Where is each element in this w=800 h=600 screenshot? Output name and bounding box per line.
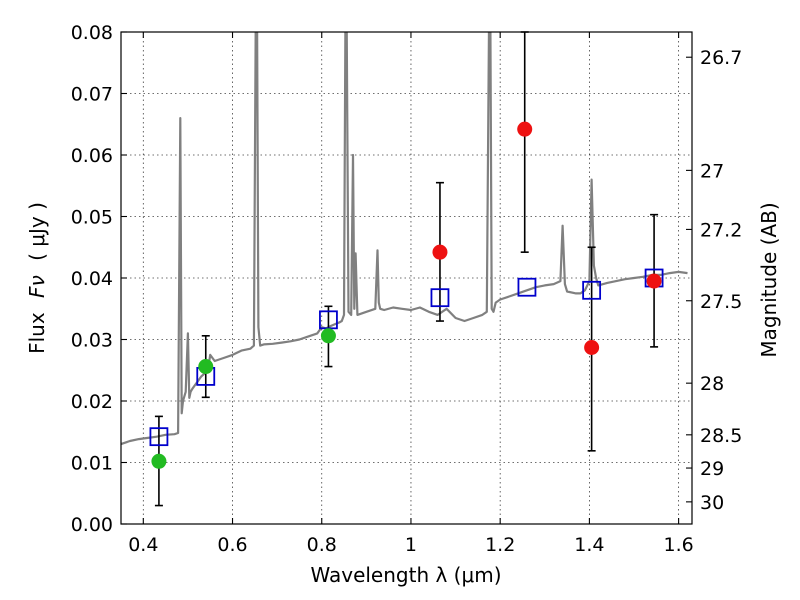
y-tick-label: 0.02: [71, 391, 113, 413]
x-axis-title: Wavelength λ (μm): [310, 563, 501, 587]
y-tick-label: 0.04: [71, 268, 113, 290]
x-tick-label: 0.8: [307, 534, 337, 556]
model-square-marker: [149, 427, 169, 447]
data-point: [320, 328, 336, 344]
model-square-marker: [517, 277, 537, 297]
y-tick-label: 0.03: [71, 330, 113, 352]
x-tick-label: 1.4: [574, 534, 604, 556]
y-tick-label: 0.07: [71, 84, 113, 106]
data-point: [584, 339, 600, 355]
y-tick-label: 0.01: [71, 453, 113, 475]
right-axis-tick-label: 26.7: [700, 47, 742, 69]
right-axis-tick-label: 28: [700, 373, 724, 395]
y-axis-title-units: ( μJy ): [25, 202, 49, 261]
y-tick-label: 0.06: [71, 145, 113, 167]
y-tick-label: 0.08: [71, 22, 113, 44]
data-point: [432, 244, 448, 260]
right-axis-tick-label: 27: [700, 160, 724, 182]
y-axis-title-text: Flux: [25, 312, 49, 354]
error-bars: [154, 31, 659, 507]
right-axis-tick-label: 30: [700, 492, 724, 514]
x-tick-label: 1: [405, 534, 417, 556]
right-axis-title: Magnitude (AB): [757, 202, 781, 357]
y-axis-title: Flux Fν ( μJy ): [25, 202, 49, 354]
y-axis-title-symbol: Fν: [25, 275, 49, 298]
x-tick-label: 0.4: [128, 534, 158, 556]
model-square-marker: [582, 280, 602, 300]
axis-ticks: 0.4 0.6 0.8 1 1.2 1.4 1.6 0.00 0.01 0.02 0.03 0.04 0…: [71, 22, 743, 556]
measured-points: [151, 121, 662, 469]
data-point: [198, 359, 214, 375]
spectrum-line: [121, 32, 688, 446]
y-tick-label: 0.00: [71, 514, 113, 536]
x-tick-label: 1.6: [664, 534, 694, 556]
right-axis-tick-label: 28.5: [700, 425, 742, 447]
data-point: [151, 453, 167, 469]
x-tick-label: 0.6: [217, 534, 247, 556]
grid: [121, 31, 692, 525]
y-tick-label: 0.05: [71, 207, 113, 229]
right-axis-tick-label: 27.5: [700, 291, 742, 313]
right-axis-tick-label: 29: [700, 458, 724, 480]
x-tick-label: 1.2: [485, 534, 515, 556]
data-point: [646, 273, 662, 289]
data-point: [517, 121, 533, 137]
right-axis-tick-label: 27.2: [700, 219, 742, 241]
model-square-marker: [430, 288, 450, 308]
